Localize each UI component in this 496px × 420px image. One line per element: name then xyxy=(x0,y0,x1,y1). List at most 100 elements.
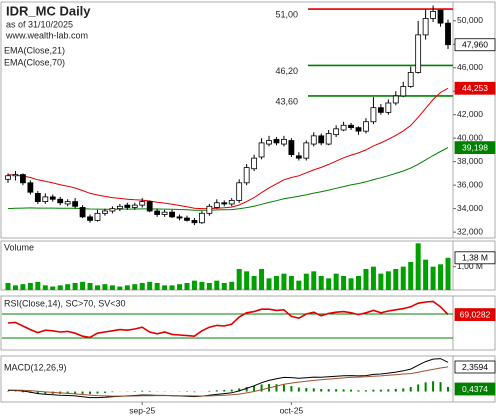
volume-bar xyxy=(408,262,414,290)
ema-line xyxy=(7,147,449,211)
macd-line xyxy=(8,358,449,399)
value-box xyxy=(454,382,496,396)
volume-bar xyxy=(370,266,376,290)
volume-bar xyxy=(147,281,153,290)
volume-bar xyxy=(27,283,33,290)
candle-body xyxy=(169,211,175,218)
candle-body xyxy=(49,196,56,200)
level-label: 46,20 xyxy=(275,66,298,76)
value-box xyxy=(454,251,496,265)
histogram-bar xyxy=(133,391,136,392)
volume-bar xyxy=(5,283,11,290)
volume-bar xyxy=(57,285,63,290)
candle-body xyxy=(124,204,131,208)
volume-bar xyxy=(303,273,309,290)
volume-bar xyxy=(35,281,41,290)
volume-bar xyxy=(184,283,190,290)
candle-body xyxy=(348,124,354,129)
candle-body xyxy=(94,212,101,221)
volume-bar xyxy=(199,281,205,290)
candle-body xyxy=(295,155,302,159)
candle-body xyxy=(273,138,280,144)
candle-body xyxy=(206,205,213,214)
histogram-bar xyxy=(297,387,300,392)
volume-bar xyxy=(102,284,108,290)
histogram-bar xyxy=(66,391,69,394)
histogram-bar xyxy=(342,389,345,392)
candle-body xyxy=(64,201,71,205)
candle-body xyxy=(79,207,86,218)
candle-body xyxy=(430,10,436,19)
volume-bar xyxy=(333,273,339,290)
volume-bar xyxy=(378,273,384,290)
volume-bar xyxy=(214,280,220,290)
volume-bar xyxy=(423,259,429,290)
volume-bar xyxy=(415,243,421,290)
panel-title: Volume xyxy=(4,242,34,252)
x-tick-label: oct-25 xyxy=(280,405,304,415)
candle-body xyxy=(228,200,235,205)
histogram-bar xyxy=(372,389,375,392)
candle-body xyxy=(251,157,258,170)
candle-body xyxy=(139,201,146,206)
histogram-bar xyxy=(290,386,293,392)
histogram-bar xyxy=(394,388,397,392)
volume-bar xyxy=(94,285,100,290)
y-tick-label: 40,000 xyxy=(457,132,483,142)
candle-body xyxy=(377,107,384,113)
histogram-bar xyxy=(141,390,144,392)
legend-entry: EMA(Close,70) xyxy=(4,57,65,67)
volume-bar xyxy=(288,276,294,290)
value-box-label: 1,38 M xyxy=(462,253,488,263)
candle-body xyxy=(72,201,79,207)
volume-bar xyxy=(65,284,71,290)
volume-bar xyxy=(385,271,391,290)
histogram-bar xyxy=(245,387,248,392)
candle-body xyxy=(310,135,317,145)
candle-body xyxy=(161,211,168,215)
value-box xyxy=(454,141,496,155)
volume-bar xyxy=(12,285,18,290)
candle-body xyxy=(281,138,287,145)
volume-bar xyxy=(259,269,265,290)
volume-bar xyxy=(109,285,115,290)
y-tick-label: 34,000 xyxy=(457,203,483,213)
volume-bar xyxy=(393,269,399,290)
level-label: 43,60 xyxy=(275,96,298,106)
volume-bar xyxy=(50,286,56,290)
candle-body xyxy=(333,128,340,136)
volume-bar xyxy=(430,266,436,290)
histogram-bar xyxy=(96,391,99,394)
volume-bar xyxy=(87,283,93,290)
candle-body xyxy=(191,219,198,224)
candle-body xyxy=(87,216,93,221)
histogram-bar xyxy=(417,384,420,392)
volume-bar xyxy=(80,281,86,290)
value-box xyxy=(454,308,496,321)
candle-body xyxy=(340,124,347,131)
candle-body xyxy=(303,142,310,159)
volume-bar xyxy=(20,284,26,290)
value-box-label: 69,0282 xyxy=(460,309,491,319)
x-tick-label: sep-25 xyxy=(129,405,155,415)
volume-bar xyxy=(169,285,175,290)
histogram-bar xyxy=(223,389,226,392)
panel-frame xyxy=(0,295,496,351)
volume-bar xyxy=(445,257,451,290)
volume-bar xyxy=(42,285,48,290)
legend-entry: EMA(Close,21) xyxy=(4,45,65,55)
histogram-bar xyxy=(402,388,405,392)
value-box-label: 0,4374 xyxy=(462,384,488,394)
candle-body xyxy=(437,9,444,24)
value-box-label: 39,198 xyxy=(462,142,488,152)
candle-body xyxy=(12,174,19,177)
candle-body xyxy=(415,34,422,73)
histogram-bar xyxy=(148,390,151,392)
value-box-label: 2,3594 xyxy=(462,362,488,372)
candle-body xyxy=(221,202,228,205)
candle-body xyxy=(400,86,407,97)
y-tick-label: 36,000 xyxy=(457,179,483,189)
signal-line xyxy=(7,366,449,397)
